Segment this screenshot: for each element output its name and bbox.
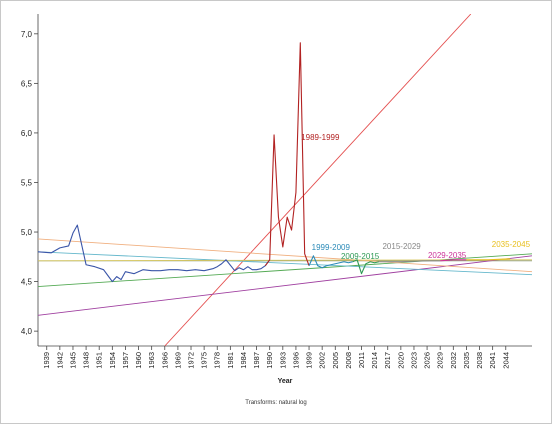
x-tick-label: 2014 bbox=[370, 352, 379, 369]
series-label: 2009-2015 bbox=[341, 252, 380, 261]
trend-line bbox=[38, 251, 532, 276]
y-tick-label: 6,5 bbox=[21, 79, 33, 88]
x-tick-label: 2002 bbox=[318, 352, 327, 369]
x-tick-label: 1993 bbox=[278, 352, 287, 369]
x-tick-label: 2035 bbox=[462, 352, 471, 369]
x-tick-label: 1948 bbox=[82, 352, 91, 369]
plot-area bbox=[38, 14, 532, 346]
x-tick-label: 1972 bbox=[187, 352, 196, 369]
y-tick-label: 4,0 bbox=[21, 327, 33, 336]
trend-line bbox=[164, 14, 472, 346]
y-tick-label: 5,5 bbox=[21, 178, 33, 187]
trend-line bbox=[38, 253, 532, 287]
y-tick-label: 7,0 bbox=[21, 30, 33, 39]
x-tick-label: 1939 bbox=[42, 352, 51, 369]
series-label: 2015-2029 bbox=[382, 242, 421, 251]
series-line bbox=[466, 258, 511, 261]
x-tick-label: 2041 bbox=[488, 352, 497, 369]
y-tick-label: 6,0 bbox=[21, 129, 33, 138]
trend-line bbox=[38, 255, 532, 316]
x-tick-label: 1945 bbox=[68, 352, 77, 369]
x-tick-label: 2044 bbox=[501, 352, 510, 369]
x-tick-label: 2005 bbox=[331, 352, 340, 369]
x-tick-label: 1999 bbox=[305, 352, 314, 369]
x-tick-label: 2008 bbox=[344, 352, 353, 369]
x-tick-label: 1990 bbox=[265, 352, 274, 369]
x-tick-label: 1942 bbox=[55, 352, 64, 369]
x-tick-label: 1966 bbox=[160, 352, 169, 369]
plot-background bbox=[38, 14, 532, 346]
x-tick-label: 1957 bbox=[121, 352, 130, 369]
x-tick-label: 2023 bbox=[409, 352, 418, 369]
x-tick-label: 1981 bbox=[226, 352, 235, 369]
x-tick-label: 2017 bbox=[383, 352, 392, 369]
y-axis: 4,0 4,5 5,0 5,5 6,0 6,5 7,0 bbox=[21, 14, 39, 346]
x-tick-label: 1975 bbox=[200, 352, 209, 369]
trend-line bbox=[38, 238, 532, 273]
series-label: 2029-2035 bbox=[428, 251, 467, 260]
series-label: 2035-2045 bbox=[492, 240, 531, 249]
series-line bbox=[440, 259, 467, 262]
x-axis: 1939 1942 1945 1948 1951 1954 1957 1960 1963 1966… bbox=[38, 345, 532, 369]
x-tick-label: 1954 bbox=[108, 352, 117, 369]
series-label: 1989-1999 bbox=[301, 133, 340, 142]
trend-lines bbox=[38, 14, 532, 346]
x-tick-label: 2032 bbox=[449, 352, 458, 369]
x-tick-label: 2011 bbox=[357, 352, 366, 368]
x-tick-label: 1978 bbox=[213, 352, 222, 369]
x-tick-label: 1963 bbox=[147, 352, 156, 369]
x-axis-title: Year bbox=[278, 378, 293, 385]
y-tick-label: 5,0 bbox=[21, 228, 33, 237]
x-tick-label: 2038 bbox=[475, 352, 484, 369]
x-tick-label: 2026 bbox=[423, 352, 432, 369]
x-tick-label: 1969 bbox=[173, 352, 182, 369]
series-lines bbox=[38, 42, 511, 283]
y-tick-label: 4,5 bbox=[21, 278, 33, 287]
transform-footnote: Transforms: natural log bbox=[245, 400, 307, 406]
x-tick-label: 1987 bbox=[252, 352, 261, 369]
series-line bbox=[264, 42, 310, 267]
series-line bbox=[38, 224, 271, 283]
x-tick-label: 1951 bbox=[95, 352, 104, 369]
x-tick-label: 1996 bbox=[291, 352, 300, 369]
series-line bbox=[352, 259, 380, 275]
x-tick-label: 1984 bbox=[239, 352, 248, 369]
series-line bbox=[378, 260, 441, 263]
x-tick-label: 2020 bbox=[396, 352, 405, 369]
x-tick-label: 1960 bbox=[134, 352, 143, 369]
series-label: 1999-2009 bbox=[312, 243, 351, 252]
series-line bbox=[308, 255, 353, 269]
x-tick-label: 2029 bbox=[436, 352, 445, 369]
